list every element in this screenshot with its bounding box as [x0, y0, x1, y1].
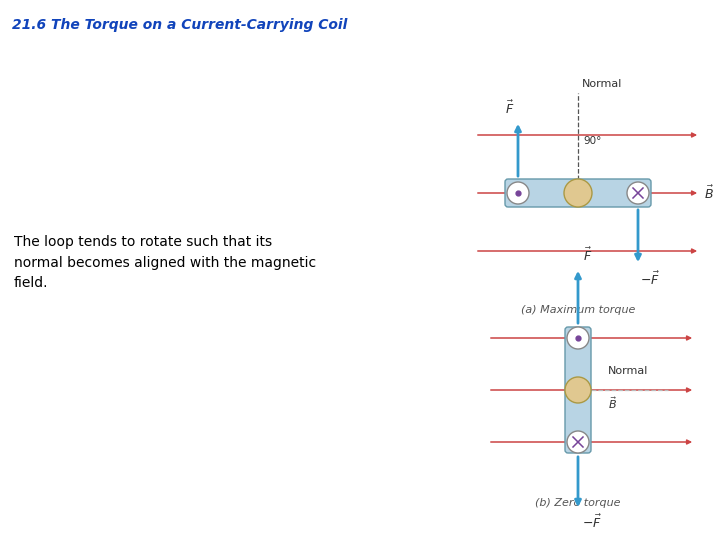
Text: $\vec{B}$: $\vec{B}$ [704, 184, 714, 201]
Circle shape [567, 431, 589, 453]
Circle shape [507, 182, 529, 204]
Text: 90°: 90° [583, 136, 601, 146]
Circle shape [567, 327, 589, 349]
Circle shape [627, 182, 649, 204]
Text: $\vec{F}$: $\vec{F}$ [505, 100, 514, 117]
Text: (a) Maximum torque: (a) Maximum torque [521, 305, 635, 315]
Text: The loop tends to rotate such that its
normal becomes aligned with the magnetic
: The loop tends to rotate such that its n… [14, 235, 316, 290]
Text: $-\vec{F}$: $-\vec{F}$ [640, 271, 660, 288]
Text: Normal: Normal [582, 79, 622, 89]
FancyBboxPatch shape [505, 179, 651, 207]
Text: (b) Zero torque: (b) Zero torque [535, 498, 621, 508]
FancyBboxPatch shape [565, 327, 591, 453]
Circle shape [565, 377, 591, 403]
Text: 21.6 The Torque on a Current-Carrying Coil: 21.6 The Torque on a Current-Carrying Co… [12, 18, 347, 32]
Text: $\vec{F}$: $\vec{F}$ [583, 247, 593, 264]
Text: $\vec{B}$: $\vec{B}$ [608, 395, 617, 411]
Circle shape [564, 179, 592, 207]
Text: Normal: Normal [608, 366, 649, 376]
Text: $-\vec{F}$: $-\vec{F}$ [582, 514, 602, 531]
